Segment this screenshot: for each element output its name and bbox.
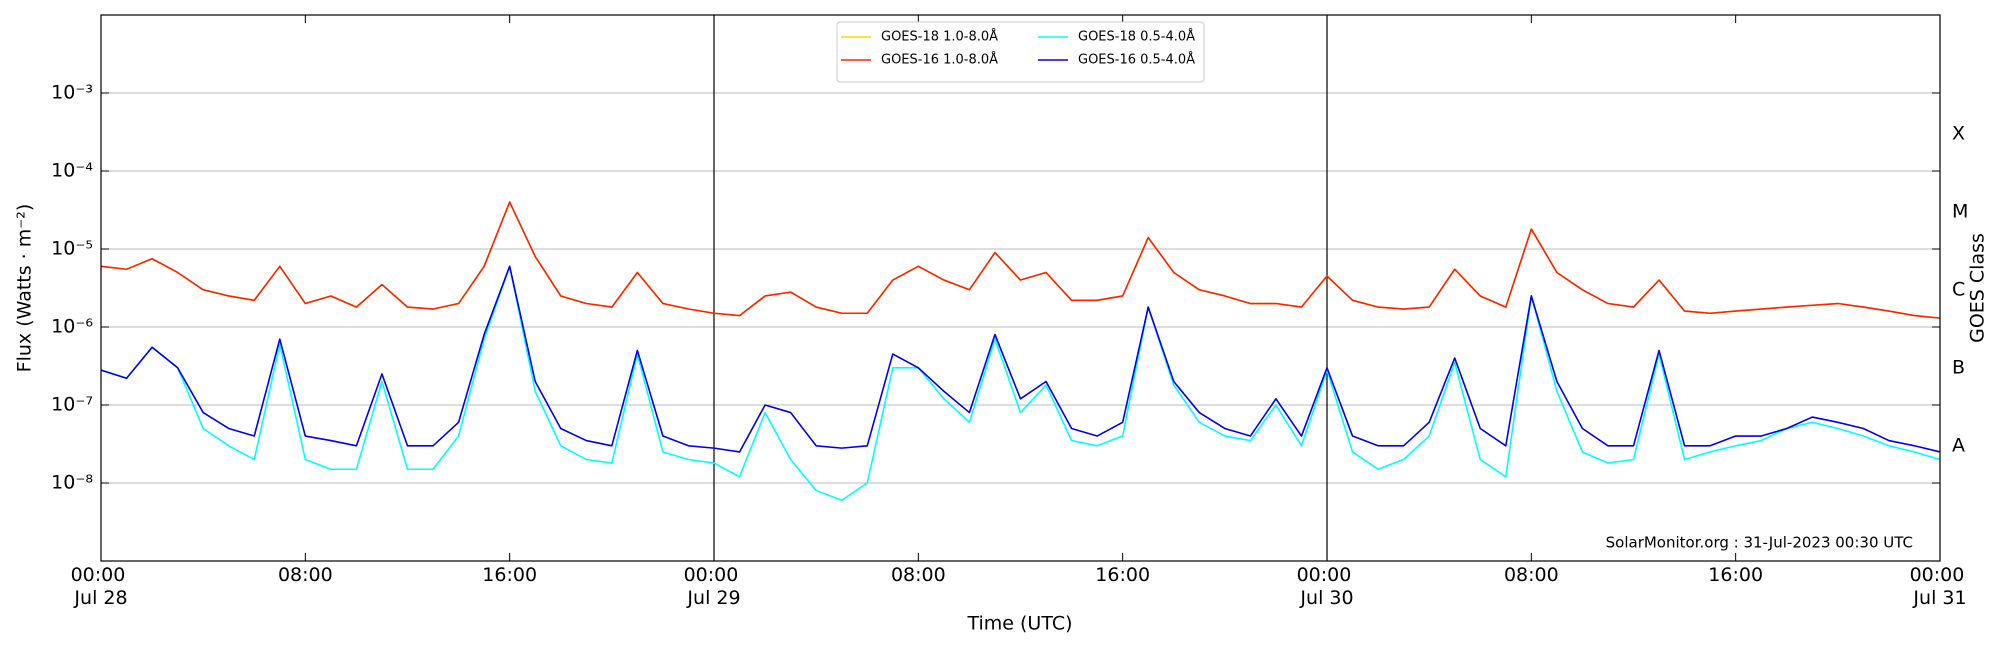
x-tick-label: 08:00 (278, 564, 333, 586)
x-tick-label-line: 08:00 (278, 564, 333, 586)
y-tick-label: 10⁻⁶ (51, 316, 93, 338)
x-tick-label-line: 00:00 (1910, 564, 1965, 586)
y2-tick-label: X (1952, 122, 1965, 144)
y2-tick-label: M (1952, 200, 1968, 222)
x-tick-label: 00:00 Jul 29 (684, 564, 745, 609)
x-tick-label: 00:00 Jul 31 (1910, 564, 1971, 609)
y-tick-label: 10⁻⁸ (51, 472, 93, 494)
x-tick-label: 16:00 (1708, 564, 1763, 586)
legend-label: GOES-16 0.5-4.0Å (1078, 52, 1195, 68)
x-tick-label: 08:00 (891, 564, 946, 586)
legend-label: GOES-16 1.0-8.0Å (881, 52, 998, 68)
series-line (100, 201, 1941, 319)
y2-tick-label: B (1952, 356, 1965, 378)
y2-tick-label: A (1952, 434, 1965, 456)
plot-frame (100, 14, 1941, 562)
x-tick-label-line: Jul 29 (686, 587, 740, 609)
x-axis-label: Time (UTC) (966, 613, 1072, 635)
y2-axis-label: GOES Class (1967, 233, 1989, 343)
x-tick-label-line: Jul 31 (1912, 587, 1966, 609)
y-tick-label: 10⁻⁵ (51, 238, 93, 260)
x-tick-label-line: 08:00 (891, 564, 946, 586)
x-tick-label-line: 08:00 (1504, 564, 1559, 586)
x-tick-label-line: Jul 30 (1299, 587, 1353, 609)
legend-label: GOES-18 1.0-8.0Å (881, 29, 998, 45)
y-tick-label: 10⁻⁷ (51, 394, 93, 416)
x-tick-label: 16:00 (482, 564, 537, 586)
x-tick-label: 00:00 Jul 28 (71, 564, 132, 609)
x-tick-label-line: Jul 28 (73, 587, 127, 609)
series-line (100, 265, 1941, 502)
y2-tick-label: C (1952, 278, 1965, 300)
y-tick-label: 10⁻⁴ (51, 160, 93, 182)
x-tick-label-line: 00:00 (71, 564, 126, 586)
annotation: SolarMonitor.org : 31-Jul-2023 00:30 UTC (1606, 534, 1913, 552)
x-tick-label: 16:00 (1095, 564, 1150, 586)
x-tick-label-line: 16:00 (1708, 564, 1763, 586)
legend-box (836, 21, 1205, 83)
x-tick-label: 00:00 Jul 30 (1297, 564, 1358, 609)
y-axis-label: Flux (Watts · m⁻²) (14, 204, 36, 373)
x-tick-label-line: 00:00 (1297, 564, 1352, 586)
x-tick-label: 08:00 (1504, 564, 1559, 586)
x-tick-label-line: 16:00 (1095, 564, 1150, 586)
x-tick-label-line: 00:00 (684, 564, 739, 586)
legend-label: GOES-18 0.5-4.0Å (1078, 29, 1195, 45)
y-tick-label: 10⁻³ (51, 82, 93, 104)
x-tick-label-line: 16:00 (482, 564, 537, 586)
series-line (100, 265, 1941, 453)
